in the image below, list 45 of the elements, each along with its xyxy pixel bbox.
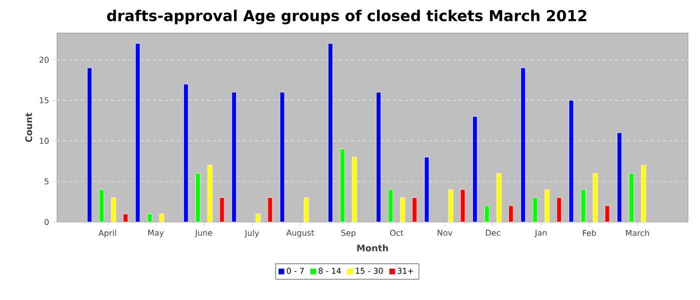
bar (388, 189, 394, 222)
x-tick-label: July (244, 230, 260, 238)
x-tick-label: Jan (534, 230, 547, 238)
legend-label: 31+ (398, 268, 414, 274)
bar (508, 206, 514, 222)
bar (123, 214, 128, 222)
y-tick-label: 10 (40, 138, 49, 144)
y-tick-label: 20 (40, 56, 49, 63)
y-tick-label: 15 (40, 97, 48, 104)
x-tick-label: Nov (438, 230, 452, 236)
x-tick-label: Oct (390, 230, 404, 236)
bar (111, 197, 116, 222)
chart-title: drafts-approval Age groups of closed tickets March 2012 (107, 10, 586, 24)
bar (268, 197, 273, 222)
bar (580, 189, 586, 222)
y-tick-label: 5 (44, 178, 49, 184)
x-tick-label: Sep (341, 230, 356, 238)
bar (484, 206, 490, 222)
x-tick-label: March (626, 230, 649, 236)
x-tick-label: Feb (582, 230, 596, 236)
bar (304, 197, 309, 222)
bar (544, 189, 550, 222)
bar (147, 214, 152, 222)
bar (604, 206, 610, 222)
y-axis-title: Count (25, 112, 32, 142)
bar (256, 214, 261, 222)
bar (448, 189, 454, 222)
bar (400, 197, 406, 222)
x-tick-label: April (98, 230, 116, 238)
x-axis-title: Month (357, 244, 388, 252)
legend-label: 8 - 14 (318, 268, 341, 274)
x-tick-label: June (194, 230, 212, 238)
bar (159, 214, 164, 222)
bar (412, 197, 418, 222)
bar (99, 189, 104, 222)
y-tick-label: 0 (44, 218, 49, 226)
legend-label: 15 - 30 (356, 268, 383, 274)
bar (460, 189, 466, 222)
x-tick-label: August (286, 230, 314, 238)
bar (556, 197, 562, 222)
bar (532, 197, 538, 222)
legend-label: 0 - 7 (286, 268, 304, 274)
bar (219, 197, 224, 222)
x-tick-label: Dec (486, 230, 500, 236)
x-tick-label: May (148, 230, 164, 238)
